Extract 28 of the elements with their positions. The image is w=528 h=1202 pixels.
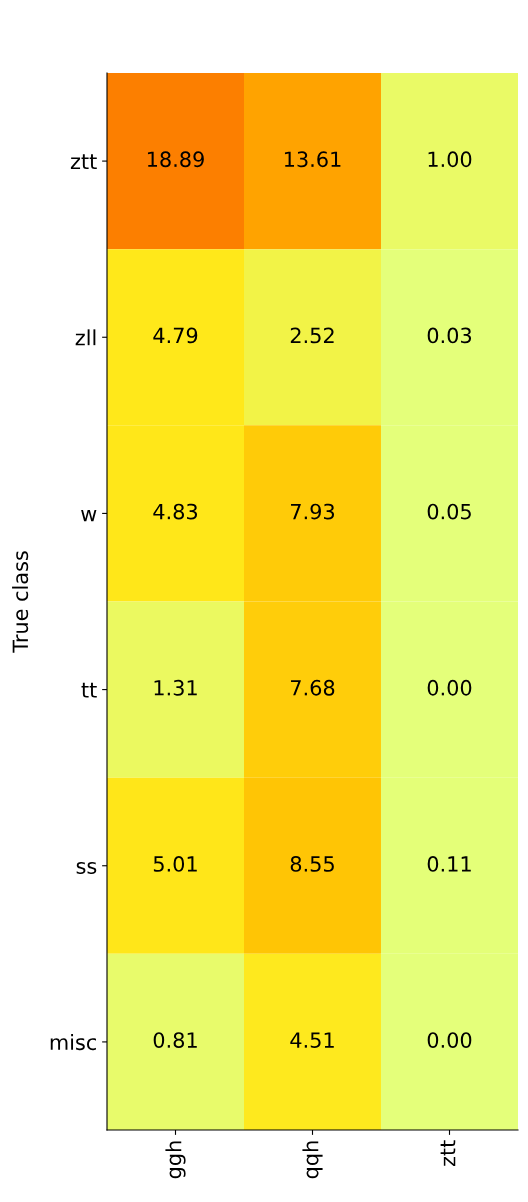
data-label: 18.89	[147, 151, 204, 168]
x-tick-label: ggh	[165, 1141, 186, 1179]
y-tick-label: tt	[81, 682, 97, 698]
y-tick-label: zll	[75, 329, 96, 346]
data-label: 1.00	[428, 151, 472, 168]
x-tick-label: ztt	[440, 1140, 456, 1167]
y-tick-label: w	[81, 509, 97, 522]
data-label: 0.00	[427, 679, 472, 696]
data-label: 7.68	[291, 679, 335, 696]
data-label: 4.51	[290, 1032, 334, 1048]
data-label: 0.11	[427, 856, 471, 872]
data-label: 1.31	[154, 679, 197, 696]
y-tick-label: ztt	[70, 154, 97, 169]
data-label: 0.03	[427, 327, 472, 344]
data-label: 0.05	[427, 503, 471, 520]
data-label: 8.55	[290, 856, 334, 872]
data-label: 13.61	[284, 151, 341, 168]
data-label: 0.00	[427, 1032, 472, 1048]
data-label: 0.81	[153, 1032, 197, 1048]
data-label: 4.79	[153, 327, 198, 344]
data-label: 5.01	[153, 856, 197, 872]
y-tick-label: ss	[76, 862, 97, 874]
y-tick-label: misc	[50, 1034, 96, 1051]
data-label: 4.83	[153, 503, 198, 520]
data-label: 7.93	[291, 503, 335, 520]
y-axis-title: True class	[12, 551, 29, 653]
x-tick-label: qqh	[302, 1141, 323, 1179]
data-label: 2.52	[290, 327, 334, 344]
